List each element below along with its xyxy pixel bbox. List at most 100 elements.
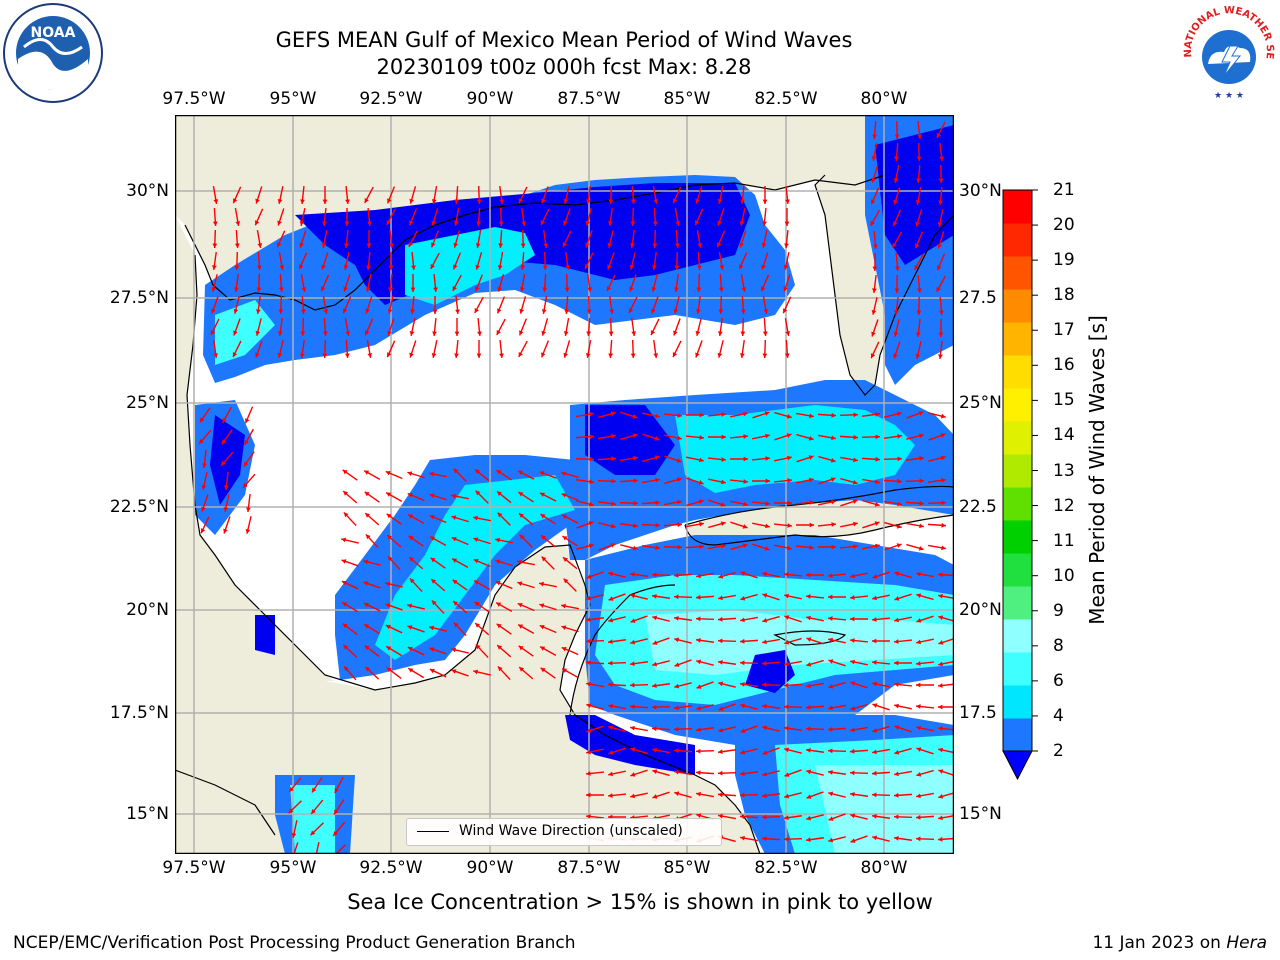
- colorbar-tick-label: 2: [1053, 741, 1064, 761]
- wind-arrow-head: [787, 478, 792, 483]
- wind-arrow-head: [254, 220, 260, 226]
- wind-arrow-head: [429, 625, 435, 631]
- wind-arrow-head: [809, 500, 814, 505]
- wind-arrow-head: [872, 835, 878, 841]
- wind-arrow-head: [633, 478, 638, 484]
- wind-arrow-head: [475, 243, 481, 248]
- wind-arrow-head: [785, 331, 791, 336]
- lat-label-left: 25°N: [126, 393, 169, 413]
- wind-arrow-head: [872, 617, 877, 622]
- wind-arrow-head: [740, 771, 745, 777]
- wind-arrow-head: [677, 435, 682, 441]
- wind-arrow-head: [586, 792, 591, 798]
- wind-arrow-head: [300, 309, 306, 314]
- wind-arrow-head: [430, 557, 436, 563]
- wind-arrow-head: [739, 221, 745, 226]
- wind-arrow-head: [718, 770, 723, 776]
- wind-arrow-head: [496, 623, 502, 629]
- wind-arrow-head: [915, 200, 921, 205]
- wind-arrow-head: [699, 435, 704, 440]
- wind-arrow-head: [762, 571, 767, 577]
- wind-arrow-head: [806, 726, 811, 732]
- wind-arrow-head: [517, 602, 523, 608]
- lat-label-right: 20°N: [959, 600, 1002, 620]
- wind-arrow-head: [784, 772, 790, 777]
- wind-arrow-head: [919, 500, 924, 506]
- wind-arrow-head: [784, 661, 789, 667]
- wind-arrow-head: [363, 602, 369, 608]
- wind-arrow-head: [764, 411, 770, 416]
- wind-arrow-head: [762, 793, 767, 799]
- wind-arrow-head: [875, 456, 880, 462]
- chart-title: GEFS MEAN Gulf of Mexico Mean Period of …: [275, 28, 853, 52]
- wind-arrow-head: [916, 793, 921, 799]
- wind-arrow-head: [852, 479, 858, 485]
- wind-arrow-head: [919, 478, 924, 484]
- wind-arrow-head: [630, 747, 636, 753]
- lon-label-top: 97.5°W: [162, 89, 226, 109]
- wind-arrow-head: [585, 353, 591, 358]
- wind-arrow-head: [497, 512, 503, 518]
- wind-arrow-head: [696, 287, 702, 292]
- wind-arrow-head: [222, 417, 227, 423]
- lon-label-bottom: 92.5°W: [359, 858, 423, 878]
- wind-arrow-head: [589, 411, 594, 417]
- wind-arrow-head: [367, 221, 372, 226]
- wind-arrow-head: [630, 221, 636, 226]
- wind-arrow-head: [521, 221, 527, 226]
- wind-arrow-head: [224, 485, 229, 490]
- wind-arrow-head: [919, 455, 924, 461]
- wind-arrow-head: [255, 352, 260, 358]
- wind-arrow-head: [938, 200, 943, 205]
- wind-arrow-head: [453, 221, 459, 226]
- wind-arrow-head: [409, 578, 415, 584]
- wind-arrow-head: [871, 177, 876, 183]
- wind-arrow-head: [655, 477, 660, 483]
- wind-arrow-head: [938, 793, 944, 799]
- wind-arrow-head: [741, 287, 747, 292]
- wind-arrow-head: [696, 684, 702, 689]
- colorbar-segment: [1003, 652, 1032, 686]
- wind-arrow-head: [784, 615, 790, 620]
- wind-arrow-head: [633, 500, 638, 506]
- wind-arrow-head: [586, 574, 592, 579]
- wind-arrow-head: [939, 310, 944, 315]
- wind-arrow-head: [385, 624, 391, 630]
- wind-arrow-head: [698, 480, 704, 485]
- wind-arrow-head: [431, 242, 436, 248]
- wind-arrow-head: [784, 593, 789, 599]
- wind-arrow-head: [541, 352, 546, 358]
- wind-arrow-head: [452, 558, 458, 563]
- wind-arrow-head: [784, 353, 790, 358]
- wind-arrow-head: [786, 413, 792, 419]
- wind-arrow-head: [743, 434, 748, 439]
- lon-label-top: 82.5°W: [754, 89, 818, 109]
- wind-arrow-head: [344, 243, 349, 248]
- legend-label: Wind Wave Direction (unscaled): [459, 823, 683, 839]
- lat-label-left: 27.5°N: [109, 288, 169, 308]
- wind-arrow-head: [587, 287, 593, 292]
- wind-arrow-head: [740, 814, 745, 820]
- wind-arrow-head: [938, 726, 943, 731]
- wind-arrow-head: [299, 353, 305, 358]
- wind-arrow-head: [762, 617, 768, 623]
- wind-arrow-head: [717, 352, 723, 358]
- wind-arrow-head: [454, 199, 460, 204]
- wind-arrow-head: [473, 558, 479, 564]
- wind-arrow-head: [918, 545, 924, 551]
- wind-arrow-head: [696, 791, 701, 797]
- wind-arrow-head: [895, 266, 900, 271]
- wind-arrow-head: [223, 506, 229, 512]
- wind-arrow-head: [387, 556, 393, 562]
- wind-arrow-head: [696, 705, 702, 711]
- wind-arrow-head: [652, 593, 657, 599]
- wind-arrow-head: [655, 413, 660, 419]
- wind-arrow-head: [938, 704, 943, 710]
- wind-arrow-head: [893, 178, 899, 183]
- wind-arrow-head: [871, 309, 877, 315]
- wind-arrow-head: [916, 682, 921, 688]
- wind-arrow-head: [655, 522, 660, 528]
- wind-arrow-head: [937, 243, 942, 249]
- wind-arrow-head: [499, 199, 505, 204]
- wind-arrow-head: [473, 669, 479, 675]
